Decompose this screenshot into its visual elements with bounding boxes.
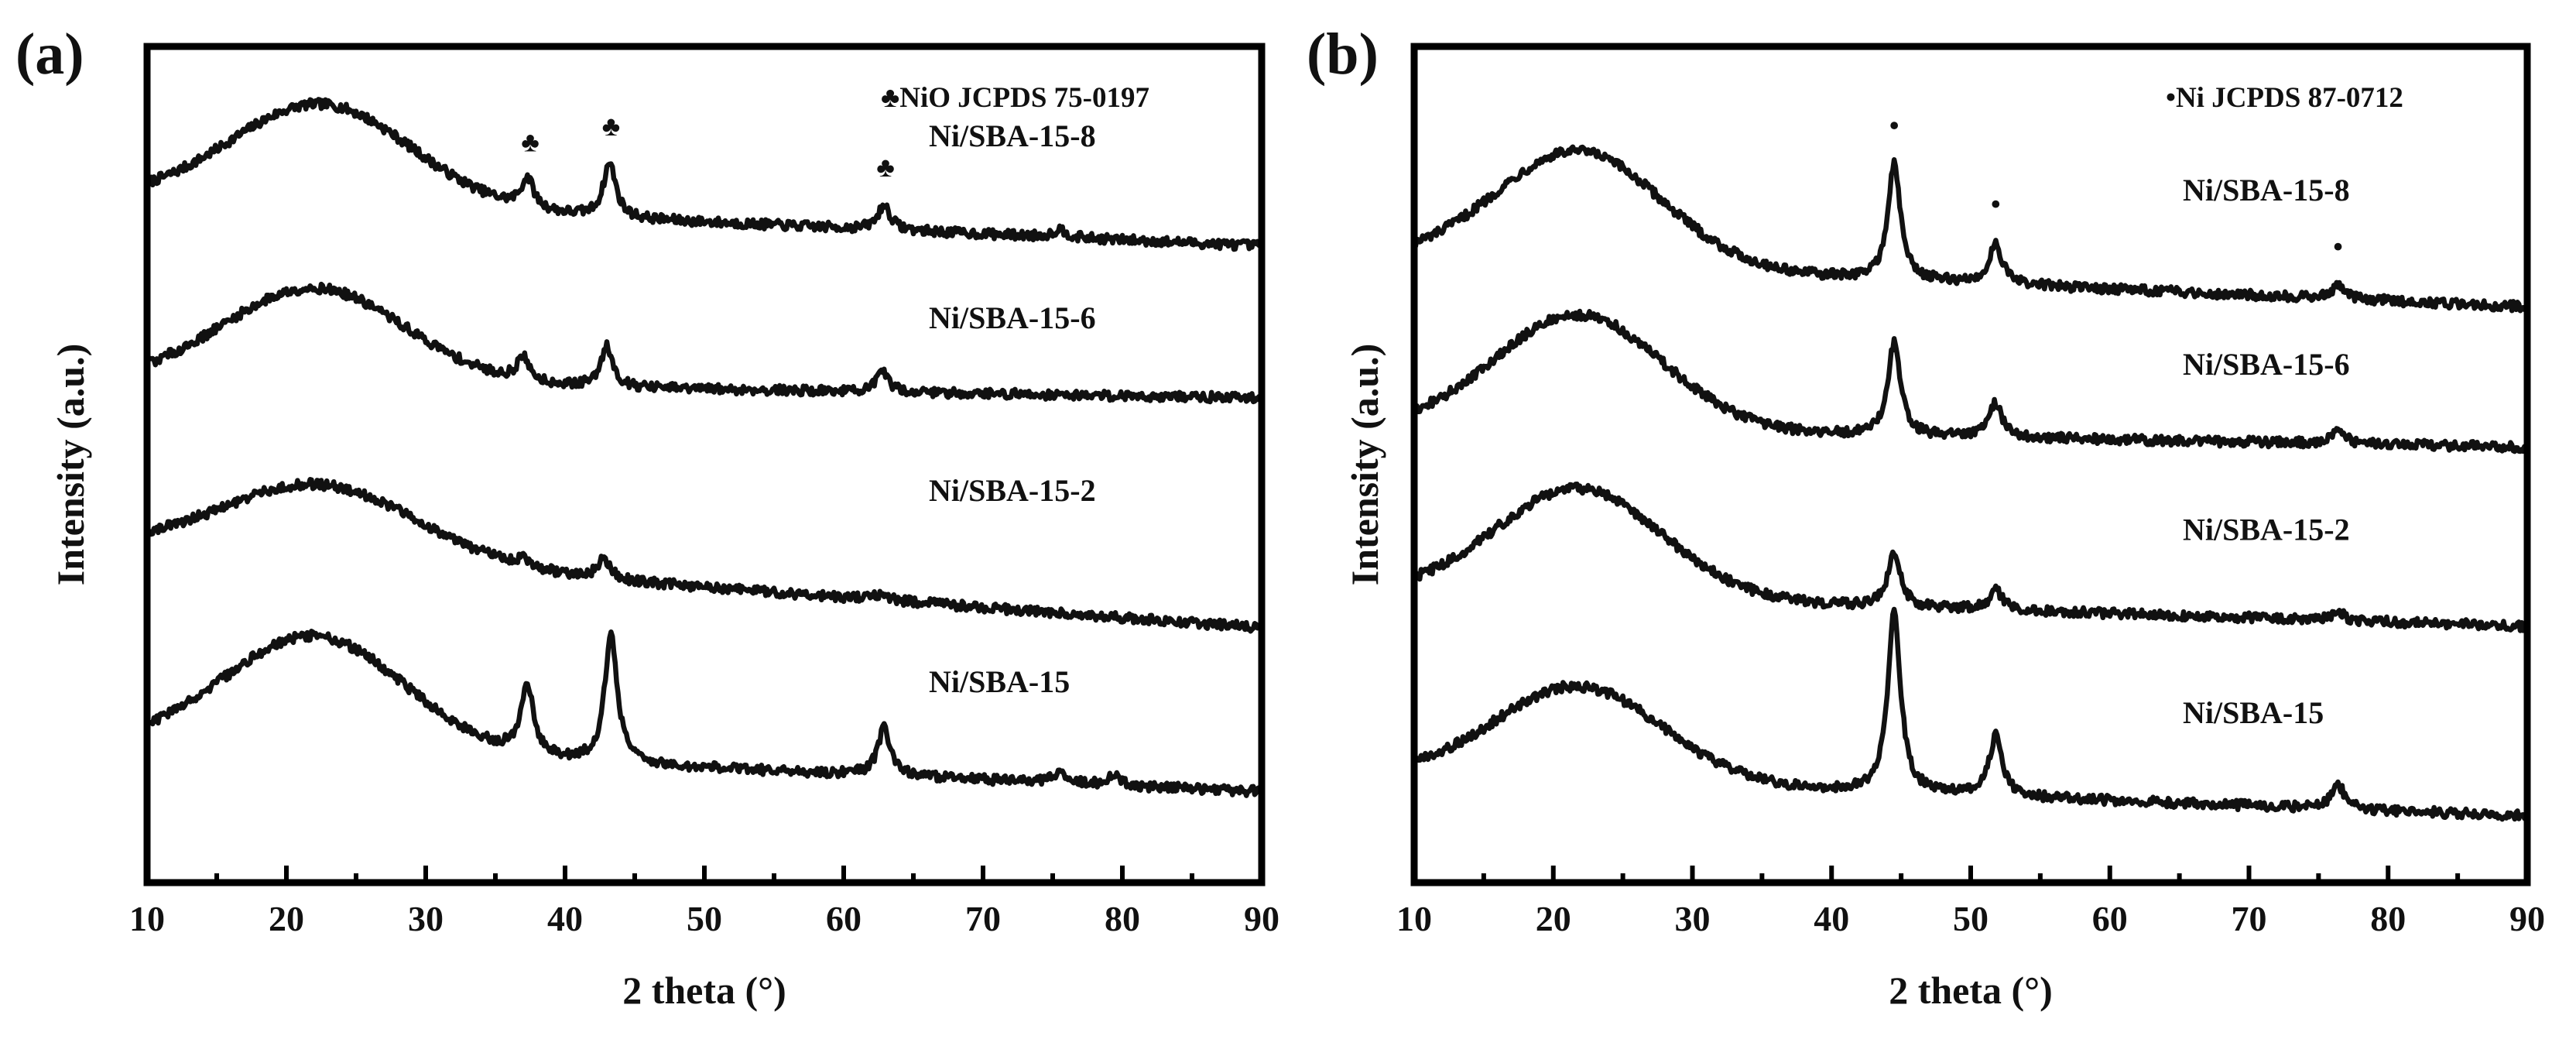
peak-marker: ♣	[602, 111, 621, 142]
series-label: Ni/SBA-15	[929, 664, 1070, 699]
x-tick-label: 70	[2232, 899, 2267, 938]
x-tick-label: 10	[1396, 899, 1432, 938]
series-label: Ni/SBA-15-2	[2183, 513, 2350, 547]
series-line-ni-sba-15-2	[144, 477, 1265, 635]
x-tick-label: 50	[687, 899, 722, 938]
x-tick-label: 40	[1814, 899, 1849, 938]
peak-marker: •	[1991, 189, 2001, 220]
legend-entry: •Ni JCPDS 87-0712	[2166, 82, 2403, 114]
x-tick-label: 50	[1953, 899, 1989, 938]
y-axis-title: Intensity (a.u.)	[49, 344, 92, 586]
series-line-ni-sba-15-6	[1411, 308, 2530, 454]
x-tick-label: 30	[1675, 899, 1711, 938]
series-label: Ni/SBA-15-8	[2183, 173, 2350, 207]
x-tick-label: 30	[408, 899, 444, 938]
series-line-ni-sba-15	[1411, 606, 2530, 822]
series-line-ni-sba-15-2	[1411, 482, 2530, 633]
panel-label: (b)	[1307, 22, 1379, 87]
chart-panel-a: (a) Ni/SBA-15-8 Ni/SBA-15-6 Ni/SBA-15-2 Ni/S…	[15, 22, 1279, 1012]
x-tick-label: 20	[269, 899, 304, 938]
series-label: Ni/SBA-15-6	[2183, 347, 2350, 382]
series-label: Ni/SBA-15-6	[929, 300, 1096, 335]
series-line-ni-sba-15-8	[144, 97, 1265, 252]
y-axis-title: Intensity (a.u.)	[1343, 344, 1386, 586]
x-tick-label: 10	[129, 899, 165, 938]
x-tick-label: 70	[965, 899, 1001, 938]
series-line-ni-sba-15	[144, 629, 1265, 798]
series-label: Ni/SBA-15-8	[929, 118, 1096, 153]
x-tick-label: 90	[2509, 899, 2545, 938]
series-label: Ni/SBA-15	[2183, 695, 2324, 730]
x-axis-title: 2 theta (°)	[1889, 969, 2053, 1012]
plot-frame	[143, 43, 1266, 886]
legend-entry: ♣NiO JCPDS 75-0197	[881, 82, 1149, 114]
panel-label: (a)	[15, 22, 84, 87]
x-tick-label: 60	[826, 899, 862, 938]
chart-panel-b: (b) Ni/SBA-15-8 Ni/SBA-15-6 Ni/SBA-15-2 Ni/S…	[1307, 22, 2545, 1012]
peak-marker: •	[2333, 231, 2343, 262]
series-label: Ni/SBA-15-2	[929, 473, 1096, 508]
series-line-ni-sba-15-8	[1411, 144, 2530, 314]
x-tick-label: 20	[1536, 899, 1571, 938]
peak-marker: ♣	[876, 152, 895, 183]
series-line-ni-sba-15-6	[144, 281, 1265, 405]
x-tick-label: 90	[1244, 899, 1279, 938]
peak-marker: ♣	[521, 126, 540, 157]
x-axis-title: 2 theta (°)	[622, 969, 786, 1012]
x-tick-label: 80	[2370, 899, 2406, 938]
x-tick-label: 60	[2092, 899, 2128, 938]
x-tick-label: 40	[547, 899, 583, 938]
plot-frame	[1410, 43, 2531, 886]
peak-marker: •	[1889, 110, 1899, 141]
x-tick-label: 80	[1105, 899, 1140, 938]
